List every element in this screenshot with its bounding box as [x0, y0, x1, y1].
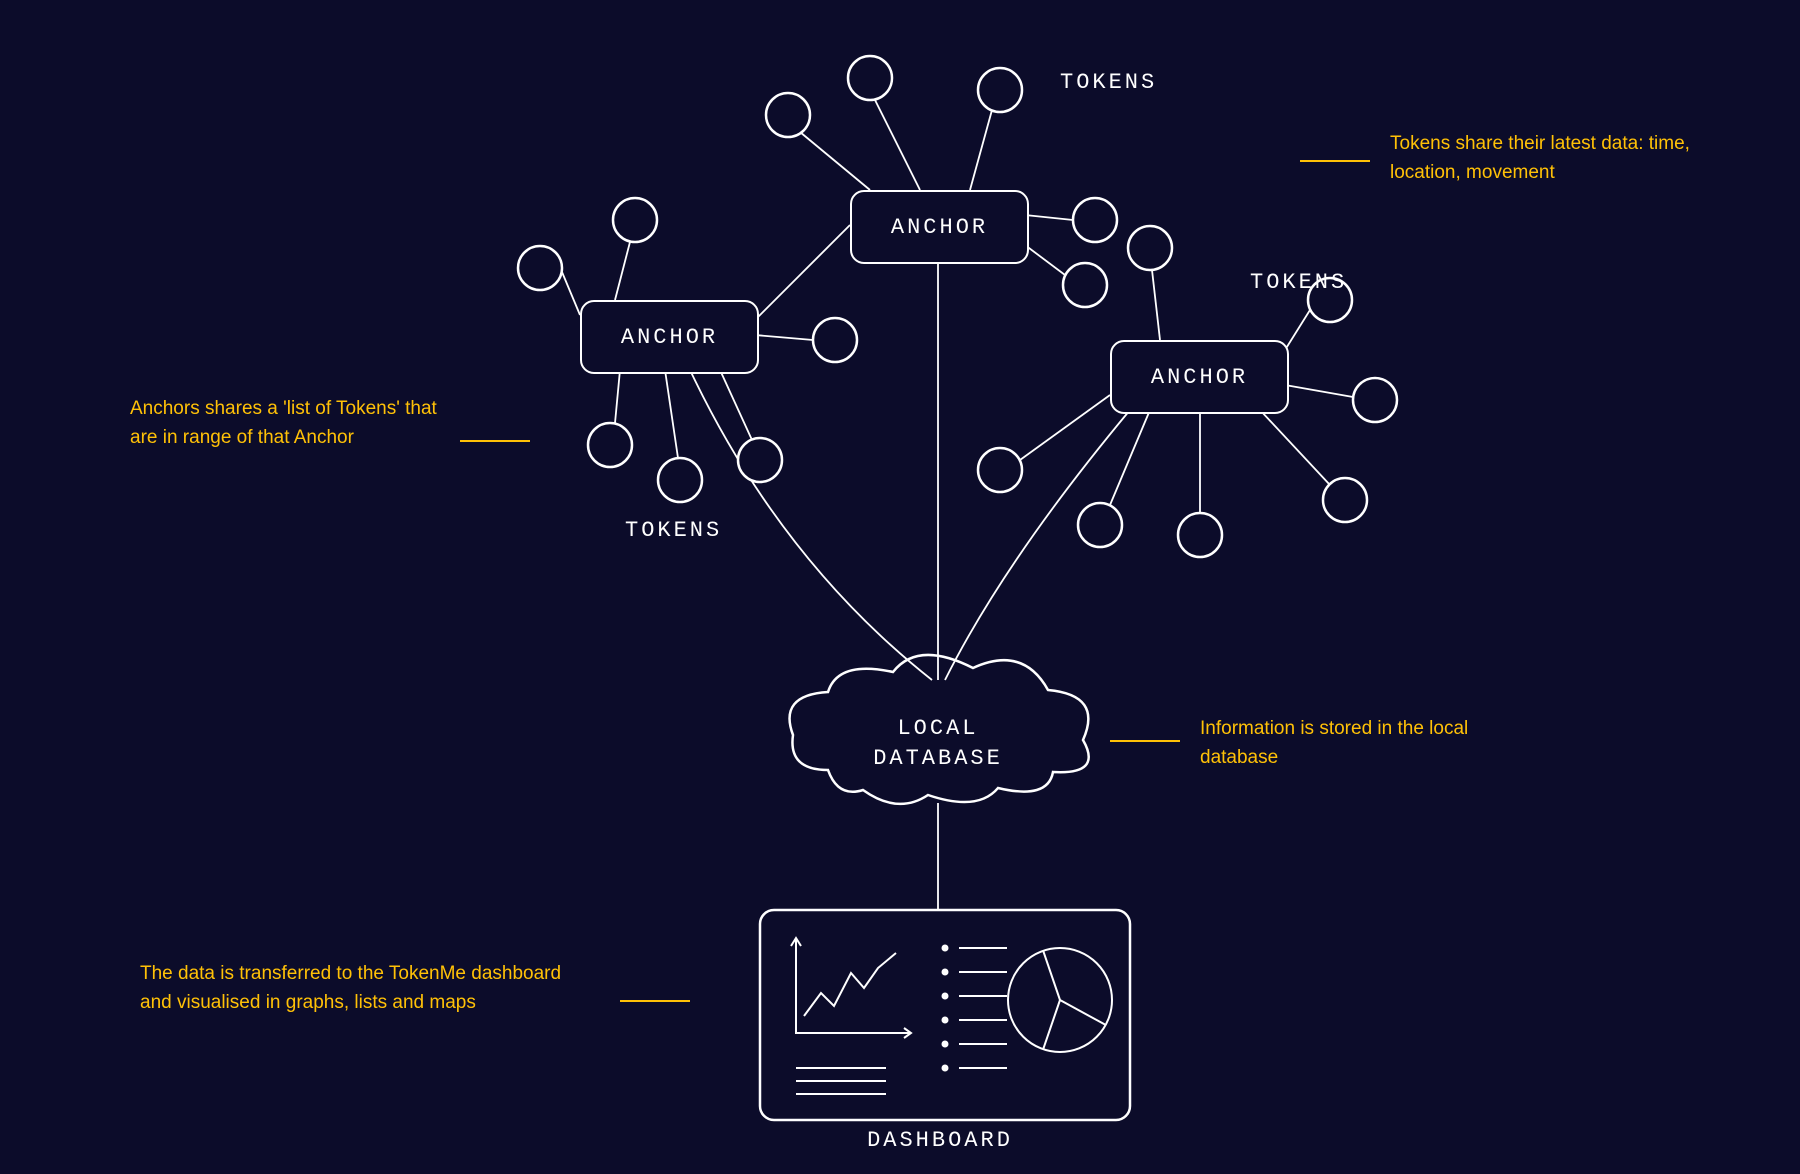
- annotation-line-anchors: [460, 440, 530, 442]
- annotation-line-dashboard: [620, 1000, 690, 1002]
- annotation-database: Information is stored in the local datab…: [1200, 715, 1540, 772]
- database-label: LOCAL DATABASE: [838, 714, 1038, 773]
- anchor-top: ANCHOR: [850, 190, 1029, 264]
- annotation-dashboard: The data is transferred to the TokenMe d…: [140, 960, 570, 1017]
- annotation-line-tokens: [1300, 160, 1370, 162]
- dashboard-label: DASHBOARD: [810, 1128, 1070, 1153]
- tokens-label: TOKENS: [1250, 270, 1347, 295]
- annotation-anchors: Anchors shares a 'list of Tokens' that a…: [130, 395, 440, 452]
- tokens-label: TOKENS: [625, 518, 722, 543]
- annotation-tokens: Tokens share their latest data: time, lo…: [1390, 130, 1730, 187]
- tokens-label: TOKENS: [1060, 70, 1157, 95]
- anchor-right: ANCHOR: [1110, 340, 1289, 414]
- annotation-line-database: [1110, 740, 1180, 742]
- anchor-left: ANCHOR: [580, 300, 759, 374]
